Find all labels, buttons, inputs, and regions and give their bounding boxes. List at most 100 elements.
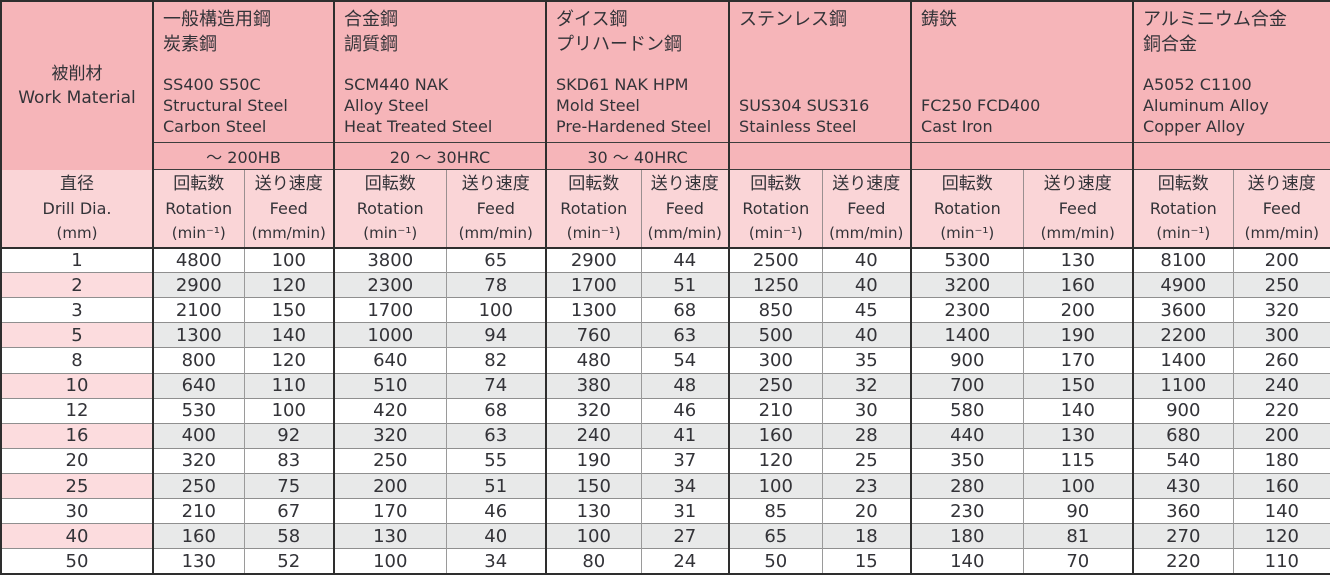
rotation-header-ja: 回転数 [941, 173, 993, 194]
value-cell: 27 [640, 523, 730, 549]
material-name-en-line: Aluminum Alloy [1143, 96, 1269, 115]
column-header-row: 直径 Drill Dia. (mm) 回転数 Rotation (min⁻¹) 送り速… [0, 169, 1330, 249]
rotation-header-en: Rotation [560, 198, 628, 218]
value-cell: 110 [1232, 548, 1330, 574]
material-name-en-line: Alloy Steel [344, 96, 429, 115]
value-cell: 90 [1022, 498, 1134, 524]
feed-header-ja: 送り速度 [461, 173, 530, 194]
value-cell: 100 [1022, 472, 1134, 499]
table-row: 3 2100 150 1700 100 1300 68 850 45 2300 200 3600 320 [1, 297, 1330, 323]
value-cell: 900 [910, 347, 1024, 374]
material-name-en-line: Cast Iron [921, 117, 993, 136]
feed-header-ja: 送り速度 [254, 173, 323, 194]
dia-cell: 8 [1, 347, 154, 374]
value-cell: 160 [728, 422, 823, 449]
value-cell: 360 [1132, 498, 1234, 524]
rotation-header-unit: (min⁻¹) [566, 223, 621, 242]
hardness-row: ～ 200HB 20 ～ 30HRC 30 ～ 40HRC [1, 142, 1330, 170]
rotation-header-ja: 回転数 [750, 173, 802, 194]
value-cell: 200 [333, 472, 446, 499]
feed-header-unit: (mm/min) [458, 223, 533, 242]
value-cell: 46 [640, 397, 730, 424]
value-cell: 280 [910, 472, 1024, 499]
material-name-ja: ステンレス鋼 [739, 7, 906, 32]
feed-header-3: 送り速度 Feed (mm/min) [640, 169, 730, 249]
value-cell: 160 [1232, 472, 1330, 499]
value-cell: 85 [728, 498, 823, 524]
data-body: 1 4800 100 3800 65 2900 44 2500 40 5300 130 8100 200… [1, 246, 1330, 574]
dia-cell: 10 [1, 372, 154, 399]
feed-header-unit: (mm/min) [647, 223, 722, 242]
value-cell: 46 [445, 498, 547, 524]
table-row: 1 4800 100 3800 65 2900 44 2500 40 5300 130 8100 200 [1, 246, 1330, 273]
material-header-row: 被削材 Work Material 一般構造用鋼 炭素鋼 SS400 S50C Str… [1, 1, 1330, 170]
rotation-header-3: 回転数 Rotation (min⁻¹) [545, 169, 642, 249]
value-cell: 120 [243, 272, 334, 298]
table-row: 10 640 110 510 74 380 48 250 32 700 150 1100 240 [1, 372, 1330, 399]
value-cell: 120 [1232, 523, 1330, 549]
rotation-header-unit: (min⁻¹) [1156, 223, 1211, 242]
value-cell: 760 [545, 322, 642, 348]
value-cell: 900 [1132, 397, 1234, 424]
value-cell: 250 [728, 372, 823, 399]
material-name-en-line: SUS304 SUS316 [739, 96, 870, 115]
value-cell: 8100 [1132, 246, 1234, 273]
feed-header-en: Feed [1058, 198, 1097, 218]
hardness-cell-6 [1132, 142, 1330, 170]
material-name-ja: 一般構造用鋼 炭素鋼 [163, 7, 329, 57]
value-cell: 2500 [728, 246, 823, 273]
value-cell: 78 [445, 272, 547, 298]
material-name-en-line: Carbon Steel [163, 117, 267, 136]
feed-header-en: Feed [847, 198, 886, 218]
value-cell: 2100 [152, 297, 244, 323]
material-name-ja-line: 調質鋼 [344, 34, 398, 55]
value-cell: 18 [821, 523, 912, 549]
table-row: 20 320 83 250 55 190 37 120 25 350 115 540 180 [1, 447, 1330, 474]
value-cell: 320 [1232, 297, 1330, 323]
material-header-4: ステンレス鋼 SUS304 SUS316 Stainless Steel [728, 1, 912, 143]
rotation-header-en: Rotation [1149, 198, 1217, 218]
value-cell: 120 [728, 447, 823, 474]
value-cell: 51 [445, 472, 547, 499]
material-name-en-line: Structural Steel [163, 96, 288, 115]
value-cell: 3800 [333, 246, 446, 273]
material-name-ja-line: アルミニウム合金 [1143, 9, 1287, 30]
hardness-cell-2: 20 ～ 30HRC [332, 142, 547, 170]
value-cell: 2900 [545, 246, 642, 273]
value-cell: 220 [1232, 397, 1330, 424]
value-cell: 92 [243, 422, 334, 449]
material-header-2: 合金鋼 調質鋼 SCM440 NAK Alloy Steel Heat Treated … [332, 1, 547, 143]
rotation-header-ja: 回転数 [173, 173, 225, 194]
material-header-inner: 鋳鉄 FC250 FCD400 Cast Iron [921, 7, 1128, 138]
value-cell: 23 [821, 472, 912, 499]
value-cell: 680 [1132, 422, 1234, 449]
value-cell: 420 [333, 397, 446, 424]
material-name-ja: アルミニウム合金 銅合金 [1143, 7, 1326, 57]
feed-header-5: 送り速度 Feed (mm/min) [1022, 169, 1134, 249]
material-name-ja-line: 銅合金 [1143, 34, 1198, 55]
value-cell: 63 [445, 422, 547, 449]
value-cell: 4900 [1132, 272, 1234, 298]
rotation-header-5: 回転数 Rotation (min⁻¹) [910, 169, 1024, 249]
value-cell: 130 [1022, 422, 1134, 449]
value-cell: 51 [640, 272, 730, 298]
value-cell: 140 [1232, 498, 1330, 524]
material-name-ja-line: プリハードン鋼 [556, 34, 683, 55]
value-cell: 40 [445, 523, 547, 549]
value-cell: 1100 [1132, 372, 1234, 399]
value-cell: 4800 [152, 246, 244, 273]
table-row: 12 530 100 420 68 320 46 210 30 580 140 900 220 [1, 397, 1330, 424]
value-cell: 34 [640, 472, 730, 499]
value-cell: 220 [1132, 548, 1234, 574]
value-cell: 5300 [910, 246, 1024, 273]
value-cell: 20 [821, 498, 912, 524]
material-name-en: SS400 S50C Structural Steel Carbon Steel [163, 74, 329, 138]
dia-cell: 5 [1, 322, 154, 348]
value-cell: 52 [243, 548, 334, 574]
value-cell: 150 [1022, 372, 1134, 399]
value-cell: 150 [545, 472, 642, 499]
material-name-en-line: FC250 FCD400 [921, 96, 1041, 115]
material-name-en: SKD61 NAK HPM Mold Steel Pre-Hardened Stee… [556, 74, 724, 138]
material-name-en-line: Pre-Hardened Steel [556, 117, 712, 136]
